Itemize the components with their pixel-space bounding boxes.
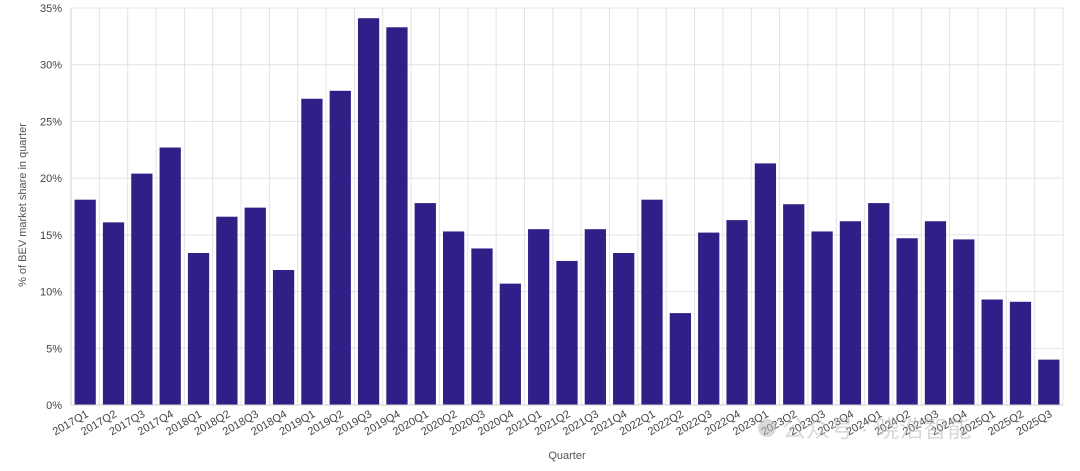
bar [329, 90, 351, 405]
bar [159, 147, 181, 405]
y-axis-title: % of BEV market share in quarter [17, 123, 29, 287]
bar [839, 221, 862, 405]
wechat-icon [758, 419, 776, 437]
bar [443, 231, 465, 405]
axes [70, 8, 1063, 406]
y-tick-labels: 0% 5% 10% 15% 20% 25% 30% 35% [40, 3, 62, 412]
watermark: 公众号 · 晓浩智能 [758, 416, 971, 443]
bar [216, 216, 238, 405]
bar [272, 270, 295, 405]
y-tick-label: 25% [40, 116, 62, 128]
bars [74, 18, 1060, 406]
bar [131, 173, 153, 405]
bar [102, 222, 125, 405]
bar [1038, 359, 1060, 405]
bar [981, 299, 1003, 405]
bar [386, 27, 408, 405]
y-tick-label: 20% [40, 173, 62, 185]
bar [669, 313, 691, 405]
bar [698, 232, 720, 405]
y-tick-label: 5% [46, 343, 62, 355]
bar [811, 231, 833, 405]
bar [641, 199, 663, 405]
bar [471, 248, 493, 405]
bar [301, 98, 323, 405]
bar [953, 239, 975, 405]
bar [896, 238, 918, 405]
bar [74, 199, 96, 405]
bar [783, 204, 805, 405]
bar [726, 220, 748, 405]
bar [924, 221, 947, 405]
bar [357, 18, 380, 406]
bar [414, 203, 436, 405]
bar [187, 253, 210, 405]
y-tick-label: 0% [46, 400, 62, 412]
bar [499, 283, 521, 405]
bar [584, 229, 606, 405]
bar [244, 207, 266, 405]
bar [1009, 301, 1032, 405]
bar [754, 163, 777, 405]
y-tick-label: 35% [40, 3, 62, 15]
watermark-text: 公众号 · 晓浩智能 [782, 416, 971, 443]
bar [613, 253, 635, 405]
bar [556, 260, 578, 405]
y-tick-label: 10% [40, 287, 62, 299]
bar [868, 203, 890, 405]
x-axis-title: Quarter [548, 450, 586, 462]
y-tick-label: 30% [40, 60, 62, 72]
bar [528, 229, 550, 405]
y-tick-label: 15% [40, 230, 62, 242]
grid-lines [70, 7, 1064, 406]
